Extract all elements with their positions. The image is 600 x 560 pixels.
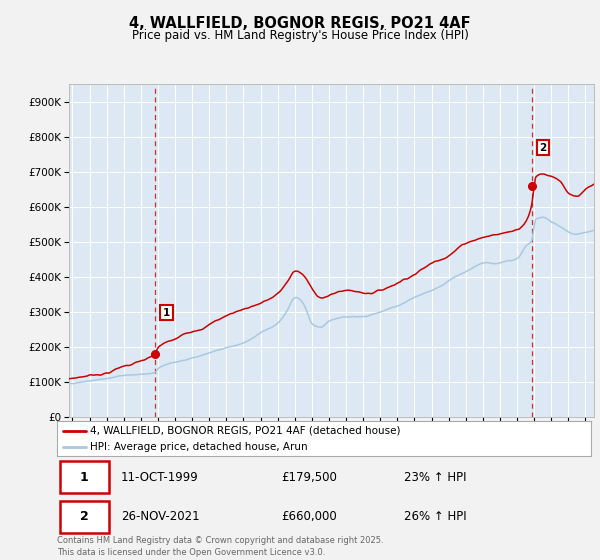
Text: Contains HM Land Registry data © Crown copyright and database right 2025.
This d: Contains HM Land Registry data © Crown c… bbox=[57, 536, 383, 557]
Text: 11-OCT-1999: 11-OCT-1999 bbox=[121, 471, 199, 484]
Text: 2: 2 bbox=[539, 143, 547, 153]
Text: £660,000: £660,000 bbox=[281, 510, 337, 523]
Text: 2: 2 bbox=[80, 510, 89, 523]
Text: Price paid vs. HM Land Registry's House Price Index (HPI): Price paid vs. HM Land Registry's House … bbox=[131, 29, 469, 42]
Text: 4, WALLFIELD, BOGNOR REGIS, PO21 4AF (detached house): 4, WALLFIELD, BOGNOR REGIS, PO21 4AF (de… bbox=[90, 426, 401, 436]
FancyBboxPatch shape bbox=[59, 461, 109, 493]
Text: 1: 1 bbox=[80, 471, 89, 484]
Text: 26% ↑ HPI: 26% ↑ HPI bbox=[404, 510, 467, 523]
Text: 23% ↑ HPI: 23% ↑ HPI bbox=[404, 471, 467, 484]
FancyBboxPatch shape bbox=[59, 501, 109, 533]
Text: 4, WALLFIELD, BOGNOR REGIS, PO21 4AF: 4, WALLFIELD, BOGNOR REGIS, PO21 4AF bbox=[129, 16, 471, 31]
Text: HPI: Average price, detached house, Arun: HPI: Average price, detached house, Arun bbox=[90, 442, 308, 452]
Text: £179,500: £179,500 bbox=[281, 471, 337, 484]
Text: 1: 1 bbox=[163, 307, 170, 318]
Text: 26-NOV-2021: 26-NOV-2021 bbox=[121, 510, 200, 523]
